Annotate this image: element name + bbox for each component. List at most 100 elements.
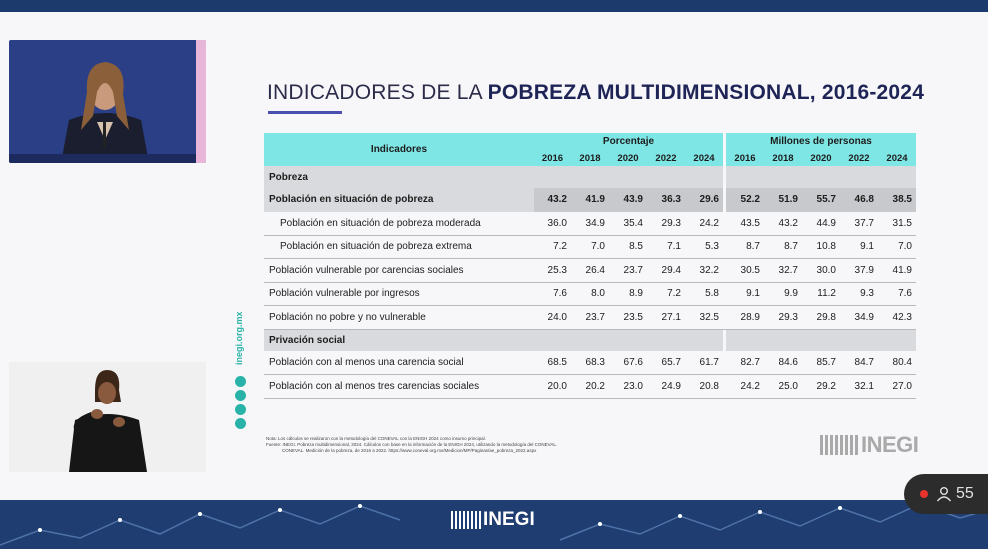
- year-header-mil: 2020: [802, 150, 840, 166]
- year-header-pct: 2024: [685, 150, 723, 166]
- header-indicadores: Indicadores: [264, 133, 534, 166]
- section-cell: [723, 166, 726, 188]
- table-row: Población vulnerable por ingresos 7.6 8.0 8…: [264, 282, 916, 306]
- millions-cell: 9.3: [840, 282, 878, 306]
- percent-cell: 43.2: [534, 188, 571, 212]
- inegi-logo: INEGI: [820, 432, 919, 458]
- percent-cell: 20.0: [534, 374, 571, 399]
- millions-cell: 42.3: [878, 305, 916, 330]
- percent-cell: 67.6: [609, 351, 647, 375]
- section-cell: [723, 329, 726, 351]
- percent-cell: 65.7: [647, 351, 685, 375]
- youtube-icon: [235, 418, 246, 429]
- column-gap: [723, 374, 726, 399]
- section-cell: [764, 166, 802, 188]
- table-row: Población en situación de pobreza modera…: [264, 211, 916, 236]
- millions-cell: 41.9: [878, 258, 916, 283]
- column-gap: [723, 188, 726, 212]
- percent-cell: 8.9: [609, 282, 647, 306]
- row-label: Población en situación de pobreza: [264, 188, 534, 212]
- year-header-mil: 2024: [878, 150, 916, 166]
- row-label: Población no pobre y no vulnerable: [264, 305, 534, 330]
- millions-cell: 84.6: [764, 351, 802, 375]
- section-cell: [647, 166, 685, 188]
- source-text-2: CONEVAL. Medición de la pobreza, de 2016…: [282, 448, 537, 453]
- section-cell: [609, 166, 647, 188]
- percent-cell: 25.3: [534, 258, 571, 283]
- millions-cell: 52.2: [726, 188, 764, 212]
- millions-cell: 9.1: [726, 282, 764, 306]
- column-gap: [723, 282, 726, 306]
- source-text: Fuente: INEGI. Pobreza multidimensional,…: [266, 442, 558, 447]
- section-cell: [764, 329, 802, 351]
- live-viewers-pill[interactable]: 55: [904, 474, 988, 514]
- section-cell: [802, 166, 840, 188]
- instagram-icon: [235, 390, 246, 401]
- millions-cell: 27.0: [878, 374, 916, 399]
- millions-cell: 44.9: [802, 211, 840, 236]
- percent-cell: 32.2: [685, 258, 723, 283]
- inegi-logo-text: INEGI: [861, 432, 919, 457]
- year-header-pct: 2020: [609, 150, 647, 166]
- table-row: Población en situación de pobreza 43.2 41.…: [264, 188, 916, 212]
- section-privacion-label: Privación social: [264, 329, 534, 351]
- year-row: 2016 2018 2020 2022 2024 2016 2018 2020 2022 2024: [264, 150, 916, 166]
- millions-cell: 29.3: [764, 305, 802, 330]
- percent-cell: 36.3: [647, 188, 685, 212]
- background-strip: [196, 40, 206, 163]
- inegi-mark-icon: [820, 435, 858, 455]
- slide-title: INDICADORES DE LA POBREZA MULTIDIMENSION…: [267, 81, 967, 105]
- footer-logo-text: INEGI: [483, 509, 535, 530]
- percent-cell: 5.3: [685, 235, 723, 259]
- percent-cell: 29.6: [685, 188, 723, 212]
- millions-cell: 34.9: [840, 305, 878, 330]
- percent-cell: 29.3: [647, 211, 685, 236]
- millions-cell: 55.7: [802, 188, 840, 212]
- section-cell: [878, 329, 916, 351]
- table-row: Población vulnerable por carencias socia…: [264, 258, 916, 283]
- percent-cell: 24.9: [647, 374, 685, 399]
- millions-cell: 51.9: [764, 188, 802, 212]
- header-porcentaje: Porcentaje: [534, 133, 723, 150]
- footer-inegi-mark-icon: [451, 511, 481, 529]
- header-millones: Millones de personas: [726, 133, 916, 150]
- title-underline: [268, 111, 342, 114]
- section-cell: [840, 329, 878, 351]
- percent-cell: 41.9: [571, 188, 609, 212]
- millions-cell: 80.4: [878, 351, 916, 375]
- millions-cell: 38.5: [878, 188, 916, 212]
- speaker-figure: [9, 62, 196, 163]
- section-cell: [571, 329, 609, 351]
- row-label: Población en situación de pobreza modera…: [264, 211, 534, 236]
- column-gap: [723, 211, 726, 236]
- sign-language-video: [9, 362, 206, 472]
- section-cell: [726, 166, 764, 188]
- percent-cell: 24.2: [685, 211, 723, 236]
- millions-cell: 9.9: [764, 282, 802, 306]
- row-label: Población vulnerable por ingresos: [264, 282, 534, 306]
- footer-banner: INEGI: [0, 500, 988, 549]
- column-gap: [723, 351, 726, 375]
- millions-cell: 82.7: [726, 351, 764, 375]
- millions-cell: 10.8: [802, 235, 840, 259]
- x-twitter-icon: [235, 404, 246, 415]
- millions-cell: 29.8: [802, 305, 840, 330]
- table-row: Población con al menos una carencia soci…: [264, 351, 916, 375]
- footnotes: Nota: Los cálculos se realizaron con la …: [266, 436, 706, 454]
- percent-cell: 32.5: [685, 305, 723, 330]
- millions-cell: 43.2: [764, 211, 802, 236]
- section-cell: [840, 166, 878, 188]
- table-body: Pobreza Población en situación de pobreza…: [264, 166, 916, 399]
- millions-cell: 30.0: [802, 258, 840, 283]
- table-row: Población con al menos tres carencias so…: [264, 374, 916, 399]
- social-links: inegi.org.mx: [231, 302, 251, 432]
- row-label: Población con al menos una carencia soci…: [264, 351, 534, 375]
- table-row: Población no pobre y no vulnerable 24.0 23…: [264, 305, 916, 330]
- millions-cell: 30.5: [726, 258, 764, 283]
- percent-cell: 23.7: [571, 305, 609, 330]
- row-label: Población vulnerable por carencias socia…: [264, 258, 534, 283]
- percent-cell: 68.3: [571, 351, 609, 375]
- percent-cell: 27.1: [647, 305, 685, 330]
- section-cell: [726, 329, 764, 351]
- section-privacion: Privación social: [264, 329, 916, 351]
